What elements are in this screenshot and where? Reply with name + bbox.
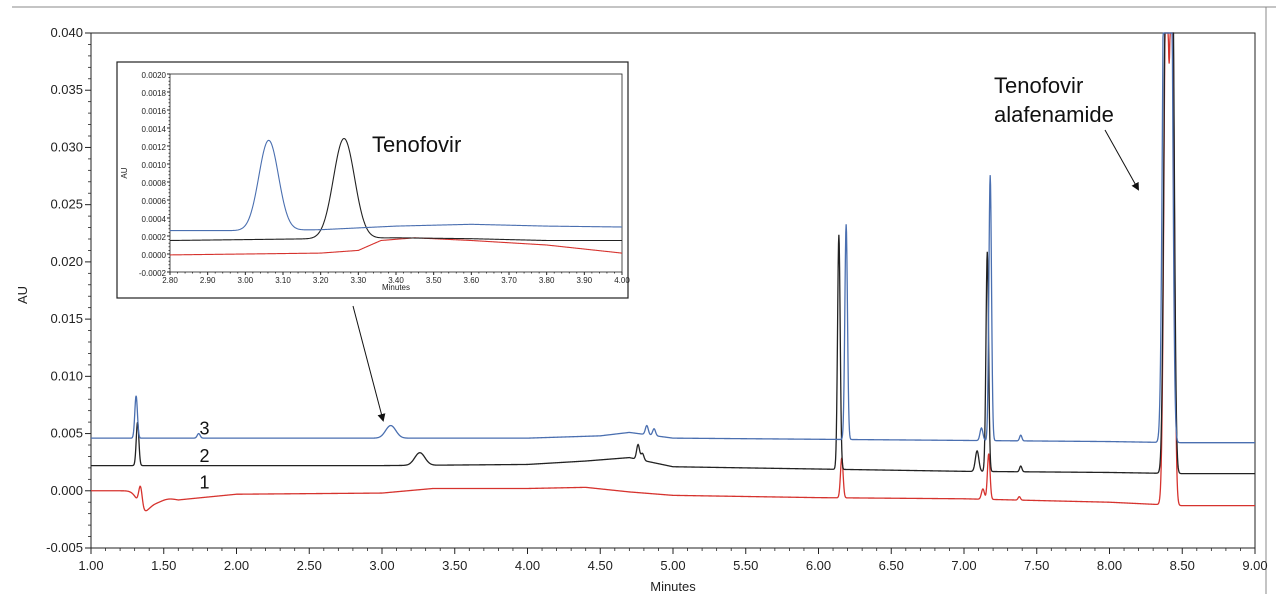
inset-x-tick-label: 3.40: [388, 276, 404, 285]
taf-label-line1: Tenofovir: [994, 73, 1083, 98]
inset-y-tick-label: 0.0002: [142, 233, 167, 242]
inset-x-tick-label: 3.00: [238, 276, 254, 285]
main-x-tick-label: 2.00: [224, 558, 249, 573]
main-x-tick-label: 4.50: [588, 558, 613, 573]
inset-x-tick-label: 2.80: [162, 276, 178, 285]
inset-series-group: [169, 137, 623, 256]
trace-label-3: 3: [199, 419, 209, 439]
main-x-tick-label: 6.00: [806, 558, 831, 573]
inset-y-tick-label: 0.0014: [142, 125, 167, 134]
main-y-tick-label: 0.020: [50, 254, 83, 269]
main-series-2-line: [91, 32, 1255, 475]
inset-y-tick-label: 0.0018: [142, 89, 167, 98]
main-series-group: [91, 32, 1255, 512]
main-x-tick-label: 3.00: [369, 558, 394, 573]
inset-chart: -0.0002 0.0000 0.0002 0.0004 0.0006 0.0008 0.0…: [116, 61, 630, 299]
x-axis-label: Minutes: [650, 579, 696, 594]
inset-x-tick-label: 3.20: [313, 276, 329, 285]
main-x-tick-label: 2.50: [297, 558, 322, 573]
inset-y-tick-label: 0.0016: [142, 107, 167, 116]
main-x-tick-label: 8.00: [1097, 558, 1122, 573]
main-x-tick-label: 5.50: [733, 558, 758, 573]
inset-series-2-line: [169, 137, 622, 242]
main-y-tick-label: 0.000: [50, 483, 83, 498]
main-x-tick-label: 6.50: [879, 558, 904, 573]
main-x-tick-label: 4.00: [515, 558, 540, 573]
inset-x-tick-label: 3.60: [464, 276, 480, 285]
main-series-3-line: [91, 32, 1255, 444]
inset-x-tick-label: 3.30: [351, 276, 367, 285]
inset-y-tick-label: 0.0012: [142, 143, 167, 152]
main-y-tick-label: 0.025: [50, 197, 83, 212]
main-y-tick-label: -0.005: [46, 540, 83, 555]
main-x-tick-label: 7.00: [951, 558, 976, 573]
inset-series-1-line: [169, 237, 623, 256]
main-series-1-line: [91, 32, 1255, 512]
inset-x-tick-label: 3.50: [426, 276, 442, 285]
main-plot: -0.005 0.000 0.005 0.010 0.015 0.020 0.025 0.03…: [46, 25, 1268, 573]
inset-x-tick-label: 3.70: [501, 276, 517, 285]
main-x-tick-label: 5.00: [660, 558, 685, 573]
main-x-tick-label: 7.50: [1024, 558, 1049, 573]
main-x-tick-label: 1.50: [151, 558, 176, 573]
trace-label-1: 1: [199, 472, 209, 492]
inset-y-tick-label: 0.0000: [142, 251, 167, 260]
inset-x-tick-label: 4.00: [614, 276, 630, 285]
inset-x-tick-label: 2.90: [200, 276, 216, 285]
inset-x-tick-label: 3.10: [275, 276, 291, 285]
inset-y-tick-label: 0.0010: [142, 161, 167, 170]
inset-y-axis-label: AU: [120, 167, 129, 178]
tenofovir-label: Tenofovir: [372, 132, 461, 157]
inset-x-tick-label: 3.90: [577, 276, 593, 285]
inset-x-axis-label: Minutes: [382, 283, 410, 292]
main-y-tick-label: 0.015: [50, 311, 83, 326]
inset-y-tick-label: 0.0006: [142, 197, 167, 206]
taf-arrow: [1104, 129, 1139, 191]
main-x-tick-label: 9.00: [1242, 558, 1267, 573]
trace-label-2: 2: [199, 446, 209, 466]
main-y-tick-label: 0.040: [50, 25, 83, 40]
inset-y-tick-label: 0.0020: [142, 71, 167, 80]
main-x-tick-label: 3.50: [442, 558, 467, 573]
main-x-tick-label: 1.00: [78, 558, 103, 573]
main-x-tick-label: 8.50: [1170, 558, 1195, 573]
taf-label-line2: alafenamide: [994, 102, 1114, 127]
main-y-tick-label: 0.005: [50, 426, 83, 441]
main-y-tick-label: 0.030: [50, 139, 83, 154]
inset-series-3-line: [170, 139, 623, 232]
tenofovir-arrow: [352, 305, 386, 422]
inset-y-tick-label: 0.0004: [142, 215, 167, 224]
main-y-tick-label: 0.035: [50, 82, 83, 97]
main-y-tick-label: 0.010: [50, 368, 83, 383]
inset-y-tick-label: 0.0008: [142, 179, 167, 188]
y-axis-label: AU: [15, 286, 30, 304]
inset-y-tick-label: -0.0002: [139, 269, 167, 278]
inset-x-tick-label: 3.80: [539, 276, 555, 285]
